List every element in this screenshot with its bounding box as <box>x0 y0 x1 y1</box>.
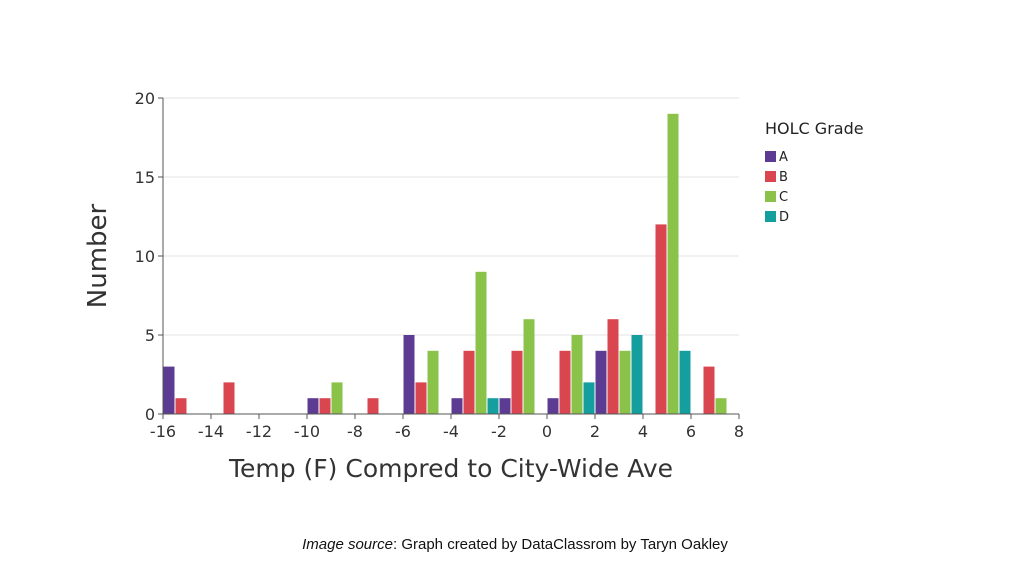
caption-text: : Graph created by DataClassrom by Taryn… <box>393 536 728 553</box>
bar-A--4 <box>451 398 463 414</box>
bar-B-4 <box>655 224 667 414</box>
bar-C-0 <box>571 335 583 414</box>
x-tick-label: -10 <box>294 422 320 441</box>
bar-C-2 <box>619 350 631 414</box>
bar-B-6 <box>703 366 715 414</box>
bar-D-2 <box>631 335 643 414</box>
y-tick-label: 15 <box>135 168 155 187</box>
legend-swatch-A <box>765 151 776 162</box>
bar-B--10 <box>319 398 331 414</box>
x-tick-label: -16 <box>150 422 176 441</box>
bar-A-2 <box>595 350 607 414</box>
x-tick-label: 4 <box>638 422 648 441</box>
bar-B-0 <box>559 350 571 414</box>
bar-A--16 <box>163 366 175 414</box>
bar-C--4 <box>475 271 487 414</box>
x-tick-label: -8 <box>347 422 363 441</box>
y-tick-label: 10 <box>135 247 155 266</box>
caption-prefix: Image source <box>302 536 393 553</box>
y-tick-label: 20 <box>135 89 155 108</box>
x-tick-label: -6 <box>395 422 411 441</box>
legend-title: HOLC Grade <box>765 119 864 138</box>
legend-label-C: C <box>779 190 788 205</box>
bars <box>163 113 727 415</box>
y-axis-title: Number <box>83 203 113 308</box>
bar-B--4 <box>463 350 475 414</box>
bar-A-0 <box>547 398 559 414</box>
bar-C--6 <box>427 350 439 414</box>
x-tick-label: -4 <box>443 422 459 441</box>
bar-D--4 <box>487 398 499 414</box>
legend-swatch-C <box>765 191 776 202</box>
x-tick-label: -14 <box>198 422 224 441</box>
bar-D-0 <box>583 382 595 414</box>
x-tick-label: -2 <box>491 422 507 441</box>
legend-label-B: B <box>779 170 788 185</box>
bar-C-6 <box>715 398 727 414</box>
bar-B--6 <box>415 382 427 414</box>
x-tick-label: 0 <box>542 422 552 441</box>
bar-C--10 <box>331 382 343 414</box>
bar-A--2 <box>499 398 511 414</box>
bar-C-4 <box>667 113 679 415</box>
x-tick-label: -12 <box>246 422 272 441</box>
grid-lines <box>163 97 739 336</box>
bar-B-2 <box>607 319 619 414</box>
legend-label-A: A <box>779 150 788 165</box>
bar-B--16 <box>175 398 187 414</box>
legend-label-D: D <box>779 210 789 225</box>
x-axis-title: Temp (F) Compred to City-Wide Ave <box>228 454 673 483</box>
ticks: 0 5 10 15 20 -16 -14 -12 -10 -8 -6 -4 -2 0 2 4 6 8 <box>135 89 744 441</box>
bar-B--14 <box>223 382 235 414</box>
bar-C--2 <box>523 319 535 414</box>
x-tick-label: 6 <box>686 422 696 441</box>
image-source-caption: Image source: Graph created by DataClass… <box>0 536 1024 553</box>
bar-B--8 <box>367 398 379 414</box>
y-tick-label: 0 <box>145 405 155 424</box>
bar-D-4 <box>679 350 691 414</box>
bar-A--10 <box>307 398 319 414</box>
legend-swatch-B <box>765 171 776 182</box>
bar-A--6 <box>403 335 415 414</box>
y-tick-label: 5 <box>145 326 155 345</box>
x-tick-label: 2 <box>590 422 600 441</box>
bar-B--2 <box>511 350 523 414</box>
x-tick-label: 8 <box>734 422 744 441</box>
legend-swatch-D <box>765 211 776 222</box>
